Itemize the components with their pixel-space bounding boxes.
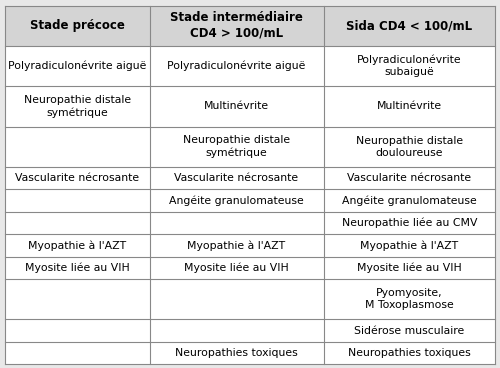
Text: Sidérose musculaire: Sidérose musculaire (354, 326, 465, 336)
Text: Neuropathie distale
douloureuse: Neuropathie distale douloureuse (356, 136, 463, 158)
Text: Multinévrite: Multinévrite (376, 102, 442, 112)
Text: Angéite granulomateuse: Angéite granulomateuse (342, 195, 476, 206)
Text: Vascularite nécrosante: Vascularite nécrosante (174, 173, 298, 183)
Text: Polyradiculonévrite
subaiguë: Polyradiculonévrite subaiguë (357, 55, 462, 77)
Text: Neuropathies toxiques: Neuropathies toxiques (175, 348, 298, 358)
Bar (150, 190, 324, 212)
Text: Myosite liée au VIH: Myosite liée au VIH (357, 263, 462, 273)
Text: Myopathie à l'AZT: Myopathie à l'AZT (28, 240, 126, 251)
Text: Neuropathies toxiques: Neuropathies toxiques (348, 348, 470, 358)
Text: Multinévrite: Multinévrite (204, 102, 269, 112)
Text: Neuropathie distale
symétrique: Neuropathie distale symétrique (183, 135, 290, 158)
Bar (5, 190, 150, 212)
Text: Sida CD4 < 100/mL: Sida CD4 < 100/mL (346, 19, 472, 32)
Text: Polyradiculonévrite aiguë: Polyradiculonévrite aiguë (168, 61, 306, 71)
Text: Neuropathie liée au CMV: Neuropathie liée au CMV (342, 218, 477, 228)
Bar (150, 86, 324, 127)
Bar (5, 279, 150, 319)
Bar (5, 256, 150, 279)
Bar (324, 86, 495, 127)
Bar (324, 190, 495, 212)
Bar (5, 86, 150, 127)
Text: Pyomyosite,
M Toxoplasmose: Pyomyosite, M Toxoplasmose (365, 288, 454, 310)
Text: Myopathie à l'AZT: Myopathie à l'AZT (360, 240, 458, 251)
Bar (324, 167, 495, 190)
Text: Stade précoce: Stade précoce (30, 19, 124, 32)
Bar (150, 6, 324, 46)
Bar (5, 212, 150, 234)
Text: Myosite liée au VIH: Myosite liée au VIH (25, 263, 130, 273)
Bar (324, 46, 495, 86)
Bar (324, 256, 495, 279)
Bar (150, 46, 324, 86)
Text: Stade intermédiaire
CD4 > 100/mL: Stade intermédiaire CD4 > 100/mL (170, 11, 303, 40)
Bar (150, 127, 324, 167)
Bar (5, 6, 150, 46)
Bar (324, 127, 495, 167)
Bar (5, 127, 150, 167)
Text: Polyradiculonévrite aiguë: Polyradiculonévrite aiguë (8, 61, 146, 71)
Text: Myopathie à l'AZT: Myopathie à l'AZT (188, 240, 286, 251)
Text: Vascularite nécrosante: Vascularite nécrosante (15, 173, 140, 183)
Bar (5, 234, 150, 256)
Bar (324, 212, 495, 234)
Bar (150, 212, 324, 234)
Text: Angéite granulomateuse: Angéite granulomateuse (169, 195, 304, 206)
Bar (150, 256, 324, 279)
Bar (150, 234, 324, 256)
Bar (324, 6, 495, 46)
Text: Vascularite nécrosante: Vascularite nécrosante (347, 173, 472, 183)
Bar (150, 167, 324, 190)
Text: Neuropathie distale
symétrique: Neuropathie distale symétrique (24, 95, 131, 118)
Bar (324, 234, 495, 256)
Bar (5, 167, 150, 190)
Bar (150, 319, 324, 342)
Bar (150, 279, 324, 319)
Bar (324, 279, 495, 319)
Bar (324, 342, 495, 364)
Bar (5, 46, 150, 86)
Bar (324, 319, 495, 342)
Bar (150, 342, 324, 364)
Bar (5, 319, 150, 342)
Bar (5, 342, 150, 364)
Text: Myosite liée au VIH: Myosite liée au VIH (184, 263, 289, 273)
